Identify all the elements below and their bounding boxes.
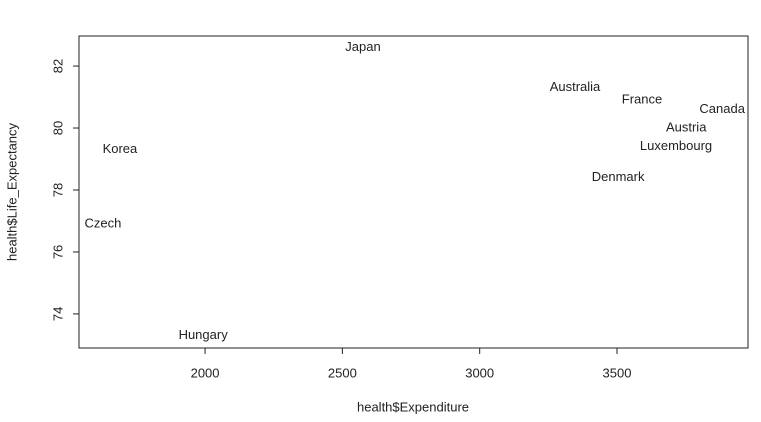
y-tick-label: 80 bbox=[50, 121, 65, 135]
point-label: Japan bbox=[345, 39, 380, 54]
point-label: Luxembourg bbox=[640, 138, 712, 153]
point-label: Korea bbox=[103, 141, 138, 156]
point-label: Canada bbox=[699, 101, 745, 116]
plot-frame bbox=[78, 35, 749, 349]
y-tick-label: 82 bbox=[50, 59, 65, 73]
point-label: France bbox=[622, 92, 662, 107]
y-tick-label: 76 bbox=[50, 245, 65, 259]
points: Japan Australia France Canada Austria Luxembo… bbox=[84, 39, 745, 342]
y-axis-label: health$Life_Expectancy bbox=[4, 122, 19, 261]
x-axis-label: health$Expenditure bbox=[357, 399, 469, 414]
point-label: Australia bbox=[550, 79, 601, 94]
point-label: Austria bbox=[666, 119, 707, 134]
x-tick-label: 2500 bbox=[328, 365, 357, 380]
x-tick-label: 3000 bbox=[465, 365, 494, 380]
y-tick-label: 74 bbox=[50, 307, 65, 321]
y-tick-label: 78 bbox=[50, 183, 65, 197]
x-tick-label: 2000 bbox=[191, 365, 220, 380]
point-label: Czech bbox=[84, 216, 121, 231]
point-label: Hungary bbox=[179, 327, 229, 342]
x-tick-label: 3500 bbox=[603, 365, 632, 380]
point-label: Denmark bbox=[592, 169, 645, 184]
